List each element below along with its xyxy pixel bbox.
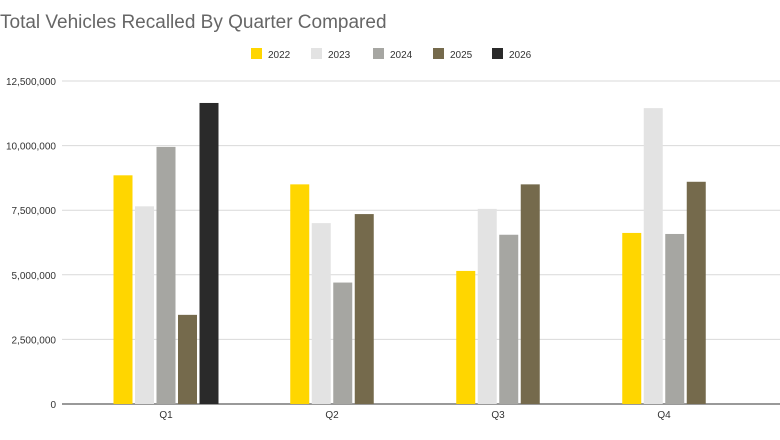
bar-2022-q1 [113,175,133,404]
legend-label: 2024 [390,50,413,61]
legend-swatch-2026 [492,48,503,59]
y-tick-label: 5,000,000 [12,271,57,282]
x-tick-label: Q3 [491,410,505,421]
legend-label: 2023 [328,50,351,61]
bar-2023-q2 [311,223,331,404]
bar-2022-q2 [290,184,310,404]
bar-2023-q1 [135,206,154,404]
y-tick-label: 0 [50,400,56,411]
bar-2023-q3 [477,208,497,404]
y-tick-label: 12,500,000 [6,77,56,88]
y-tick-label: 2,500,000 [12,335,57,346]
bar-2026-q1 [199,102,219,405]
bar-2025-q4 [686,181,706,404]
bar-2025-q3 [520,184,540,404]
bar-2022-q3 [456,270,476,404]
bar-2024-q1 [156,146,176,404]
legend-swatch-2023 [311,48,322,59]
legend-swatch-2022 [251,48,262,59]
legend-swatch-2024 [373,48,384,59]
bar-2024-q2 [333,282,353,404]
bar-2023-q4 [643,108,663,404]
legend-label: 2025 [450,50,473,61]
bar-2025-q2 [354,214,374,404]
bar-2022-q4 [622,232,642,404]
y-tick-label: 7,500,000 [12,206,57,217]
x-tick-label: Q2 [325,410,339,421]
bar-2024-q3 [499,234,519,404]
legend-label: 2026 [509,50,532,61]
chart-title: Total Vehicles Recalled By Quarter Compa… [0,12,387,33]
bar-2025-q1 [178,314,197,404]
x-tick-label: Q1 [159,410,173,421]
y-tick-label: 10,000,000 [6,142,56,153]
legend-label: 2022 [268,50,291,61]
bar-2024-q4 [665,233,685,404]
x-tick-label: Q4 [657,410,671,421]
legend-swatch-2025 [433,48,444,59]
